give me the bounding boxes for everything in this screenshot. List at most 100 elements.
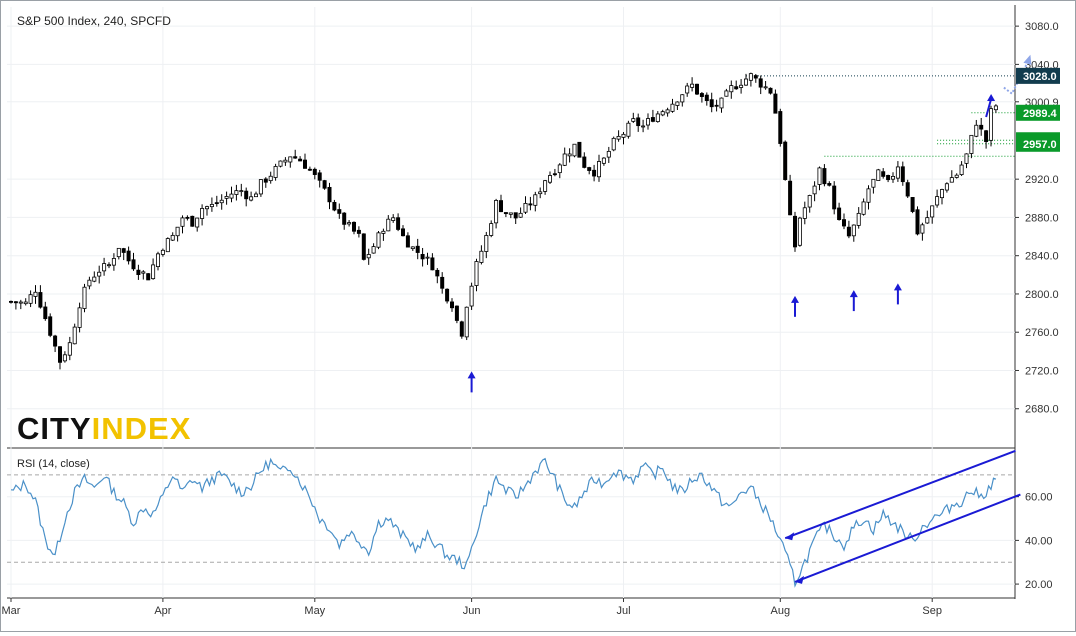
candle-body [307, 168, 312, 171]
candle-body [298, 158, 303, 162]
candle-body [498, 200, 503, 213]
candle-body [23, 301, 28, 305]
candle-body [626, 122, 631, 137]
candle-body [440, 276, 445, 289]
candle-body [812, 185, 817, 195]
candle-body [43, 306, 48, 320]
candle-body [748, 73, 753, 81]
rsi-trendline-arrow-head [785, 532, 795, 541]
price-tick-label: 2880.0 [1025, 212, 1059, 224]
candle-body [817, 167, 822, 185]
candle-body [930, 205, 935, 218]
candle-body [650, 117, 655, 122]
candle-body [597, 161, 602, 178]
candle-body [758, 78, 763, 88]
candle-body [719, 97, 724, 109]
candle-body [533, 194, 538, 206]
candle-body [621, 133, 626, 138]
candle-body [582, 156, 587, 168]
time-tick-label: Jun [463, 605, 481, 617]
candle-body [484, 235, 489, 252]
candle-body [699, 93, 704, 97]
candle-body [641, 125, 646, 128]
logo-city-text: CITY [17, 411, 92, 446]
candle-body [449, 301, 454, 309]
candle-body [53, 335, 58, 347]
candle-body [900, 166, 905, 183]
price-label-box [1016, 67, 1060, 84]
candle-body [925, 217, 930, 224]
candle-body [479, 250, 484, 263]
up-arrow-head [893, 283, 902, 291]
candle-body [940, 189, 945, 199]
candle-body [459, 321, 464, 337]
time-tick-label: Aug [771, 605, 791, 617]
rsi-trendline [794, 493, 1021, 583]
price-label-box [1016, 104, 1060, 121]
candle-body [714, 104, 719, 107]
candle-body [293, 156, 298, 159]
candle-body [327, 186, 332, 203]
candle-body [523, 203, 528, 213]
candle-body [837, 207, 842, 221]
candle-body [425, 256, 430, 259]
candle-body [846, 226, 851, 237]
candle-body [160, 249, 165, 255]
candle-body [244, 190, 249, 200]
time-tick-label: Jul [616, 605, 630, 617]
candle-body [778, 111, 783, 144]
candle-body [783, 141, 788, 180]
rsi-title: RSI (14, close) [17, 458, 90, 470]
candle-body [856, 212, 861, 226]
rsi-tick-label: 20.00 [1025, 579, 1053, 591]
candle-body [258, 179, 263, 195]
up-arrow-head [791, 295, 799, 303]
candle-body [204, 206, 209, 210]
projection-path [1003, 60, 1030, 96]
rsi-trendline [784, 449, 1016, 540]
candle-body [548, 175, 553, 183]
time-tick-label: Sep [922, 605, 942, 617]
candle-body [753, 75, 758, 79]
candle-body [141, 271, 146, 274]
candle-body [430, 257, 435, 271]
candle-body [97, 271, 102, 277]
time-tick-label: Mar [2, 605, 21, 617]
candle-body [82, 286, 87, 309]
candle-body [543, 180, 548, 192]
candle-body [802, 207, 807, 219]
price-tick-label: 2920.0 [1025, 174, 1059, 186]
candle-body [38, 292, 43, 308]
candle-body [474, 261, 479, 286]
candle-body [155, 253, 160, 268]
candle-body [876, 169, 881, 181]
candle-body [895, 166, 900, 179]
time-tick-label: Apr [154, 605, 171, 617]
candle-body [278, 160, 283, 167]
up-arrow-head [987, 94, 996, 101]
candle-body [891, 176, 896, 180]
candle-body [655, 113, 660, 122]
candle-body [435, 269, 440, 277]
candle-body [646, 118, 651, 126]
candle-body [209, 204, 214, 208]
candle-body [351, 221, 356, 232]
price-label-box [1016, 135, 1060, 152]
candle-body [72, 326, 77, 345]
candle-body [185, 216, 190, 219]
city-index-logo: CITYINDEX [17, 409, 191, 449]
chart-title: S&P 500 Index, 240, SPCFD [17, 14, 171, 28]
candle-body [920, 224, 925, 234]
price-tick-label: 2800.0 [1025, 289, 1059, 301]
candle-body [631, 118, 636, 122]
candle-body [342, 212, 347, 225]
candle-body [494, 200, 499, 224]
candle-body [111, 258, 116, 266]
candle-body [538, 191, 543, 195]
candle-body [503, 212, 508, 215]
candle-body [675, 101, 680, 106]
candle-body [376, 232, 381, 248]
candle-body [386, 218, 391, 232]
price-tick-label: 2760.0 [1025, 327, 1059, 339]
candle-body [871, 178, 876, 188]
